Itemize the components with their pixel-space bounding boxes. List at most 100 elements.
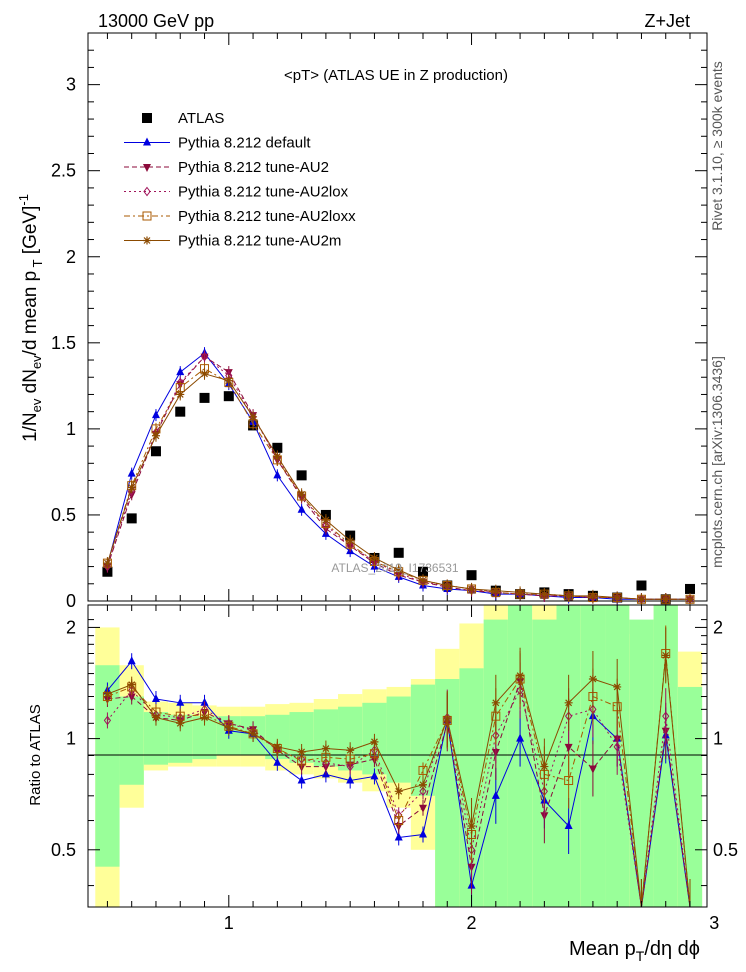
ratio-point-AU2loxx [418,765,428,775]
x-tick-label: 2 [467,913,477,933]
ratio-point-AU2m [200,713,209,722]
ratio-point-default [418,829,427,838]
ratio-point-AU2m [394,787,403,796]
main-point-AU2m [491,586,500,595]
main-y-tick-label: 1.5 [51,333,76,353]
legend-item-AU2: Pythia 8.212 tune-AU2 [124,159,329,176]
legend-marker-AU2loxx [142,211,152,221]
main-point-AU2m [224,376,233,385]
ratio-point-AU2m [588,675,597,684]
ratio-point-AU2m [661,651,670,660]
legend-label: Pythia 8.212 tune-AU2 [178,159,329,176]
main-point-AU2m [176,390,185,399]
ratio-point-AU2m [176,719,185,728]
ratio-point-AU2m [613,682,622,691]
ratio-point-AU2m [127,680,136,689]
ratio-point-AU2lox [662,711,670,722]
mcplots-label: mcplots.cern.ch [arXiv:1306.3436] [709,356,725,568]
main-point-AU2m [297,490,306,499]
ratio-inner-band [386,696,411,783]
main-point-AU2m [103,559,112,568]
ratio-point-AU2m [103,690,112,699]
ratio-y-tick-label: 1 [66,729,76,749]
main-point-ATLAS [126,513,137,524]
main-frame [87,32,708,602]
ratio-point-default [346,775,355,784]
ratio-point-AU2lox [613,741,621,752]
header-right: Z+Jet [644,11,690,31]
main-point-AU2m [418,576,427,585]
ratio-point-default [394,832,403,841]
main-point-ATLAS [466,570,477,581]
ratio-point-AU2m [224,723,233,732]
legend-label: Pythia 8.212 tune-AU2loxx [178,208,356,225]
ratio-point-AU2m [151,713,160,722]
main-point-AU2m [273,452,282,461]
ratio-point-default [176,697,185,706]
ratio-point-AU2 [564,743,573,752]
legend-marker-default [143,137,151,146]
main-point-default [176,367,185,376]
legend-marker-AU2 [143,164,151,172]
ratio-point-AU2m [346,746,355,755]
legend-marker-ATLAS [142,113,152,123]
x-tick-label: 1 [224,913,234,933]
ratio-point-AU2 [588,765,597,774]
ratio-point-AU2m [273,742,282,751]
main-point-default [273,470,282,479]
main-point-AU2m [637,595,646,604]
main-y-tick-label: 0.5 [51,505,76,525]
ratio-point-AU2m [418,780,427,789]
main-y-tick-label: 3 [66,75,76,95]
x-tick-label: 3 [709,913,719,933]
ratio-point-default [151,694,160,703]
ratio-series-layer [102,625,691,908]
main-point-AU2m [516,588,525,597]
ratio-point-default [564,820,573,829]
ratio-point-AU2m [491,698,500,707]
legend-item-ATLAS: ATLAS [142,110,224,127]
main-point-ATLAS [272,442,283,453]
main-y-axis-label: 1/Nev dNev/d mean p T [GeV]-1 [16,194,45,442]
plot-title: <pT> (ATLAS UE in Z production) [284,67,508,84]
ratio-point-default [127,656,136,665]
header-left: 13000 GeV pp [98,11,214,31]
ratio-y-tick-label-right: 0.5 [713,840,738,860]
ratio-point-AU2loxx [564,776,574,786]
ratio-y-tick-label-right: 2 [713,617,723,637]
main-point-AU2m [249,412,258,421]
ratio-point-AU2m [443,714,452,723]
main-point-ATLAS [223,391,234,402]
main-series-AU2m [103,367,695,606]
main-point-AU2m [321,516,330,525]
main-point-AU2m [346,536,355,545]
main-point-default [297,504,306,513]
main-panel: 0 0.5 1 1.5 2 2.5 3 ATLAS_2019_I1736531 <pT> (… [16,32,708,611]
main-point-default [151,410,160,419]
legend-label: Pythia 8.212 tune-AU2lox [178,184,349,201]
ratio-point-AU2m [467,821,476,830]
legend-label: ATLAS [178,110,224,127]
main-point-ATLAS [150,446,161,457]
main-y-tick-label: 2 [66,247,76,267]
main-point-AU2m [686,595,695,604]
main-point-AU2m [443,581,452,590]
ratio-point-AU2m [540,762,549,771]
ratio-inner-band [677,686,703,907]
ratio-point-default [516,733,525,742]
main-point-AU2m [467,584,476,593]
main-point-AU2m [200,369,209,378]
main-point-ATLAS [175,406,186,417]
rivet-label: Rivet 3.1.10, ≥ 300k events [709,61,725,231]
main-series-layer [102,347,696,606]
ratio-point-AU2loxx [394,816,404,826]
ratio-point-AU2lox [346,761,354,772]
main-point-AU2m [151,431,160,440]
ratio-axis-ticks: 0.5 0.5 1 1 2 2 1 2 3 [51,605,738,933]
main-point-ATLAS [393,547,404,558]
main-point-ATLAS [685,583,696,594]
ratio-point-AU2m [564,698,573,707]
main-point-ATLAS [199,392,210,403]
ratio-point-AU2m [297,747,306,756]
main-y-tick-label: 0 [66,591,76,611]
